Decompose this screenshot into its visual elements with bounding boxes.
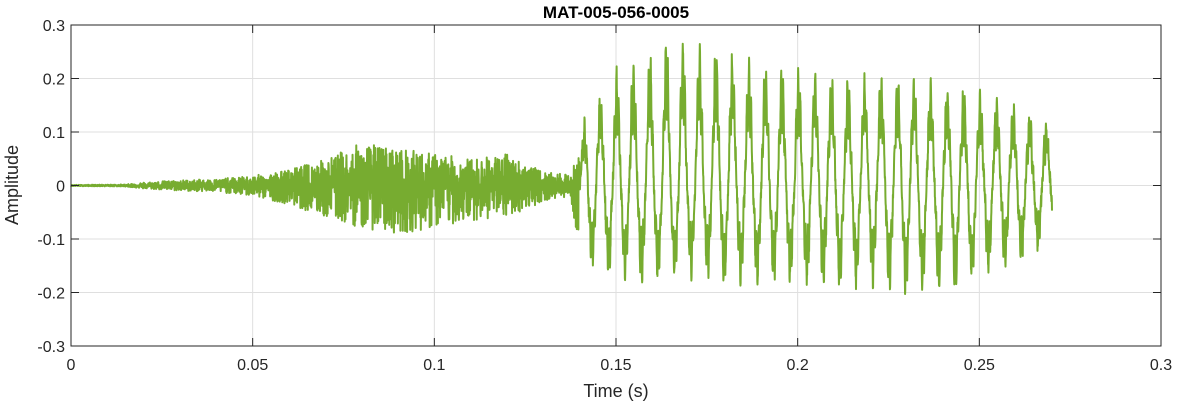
ticks: 0 0.05 0.1 0.15 0.2 0.25 0.3 0.3 0.2 0.1 0 -0.1 -0.2… [37, 18, 1172, 374]
y-tick-label: 0.3 [43, 18, 65, 35]
x-tick-label: 0.15 [600, 357, 631, 374]
x-tick-label: 0.05 [237, 357, 268, 374]
x-tick-label: 0.3 [1150, 357, 1172, 374]
x-tick-label: 0.2 [787, 357, 809, 374]
y-tick-label: 0.2 [43, 72, 65, 89]
y-tick-label: -0.2 [37, 286, 65, 303]
y-tick-label: -0.3 [37, 339, 65, 356]
y-tick-label: 0 [56, 179, 65, 196]
y-tick-label: -0.1 [37, 232, 65, 249]
x-tick-label: 0.1 [423, 357, 445, 374]
series-layer [70, 42, 1053, 296]
waveform-line [70, 42, 1053, 296]
x-tick-label: 0 [67, 357, 76, 374]
x-tick-label: 0.25 [964, 357, 995, 374]
y-axis-label: Amplitude [2, 145, 22, 225]
x-axis-label: Time (s) [583, 381, 648, 401]
y-tick-label: 0.1 [43, 125, 65, 142]
chart-title: MAT-005-056-0005 [543, 3, 689, 22]
